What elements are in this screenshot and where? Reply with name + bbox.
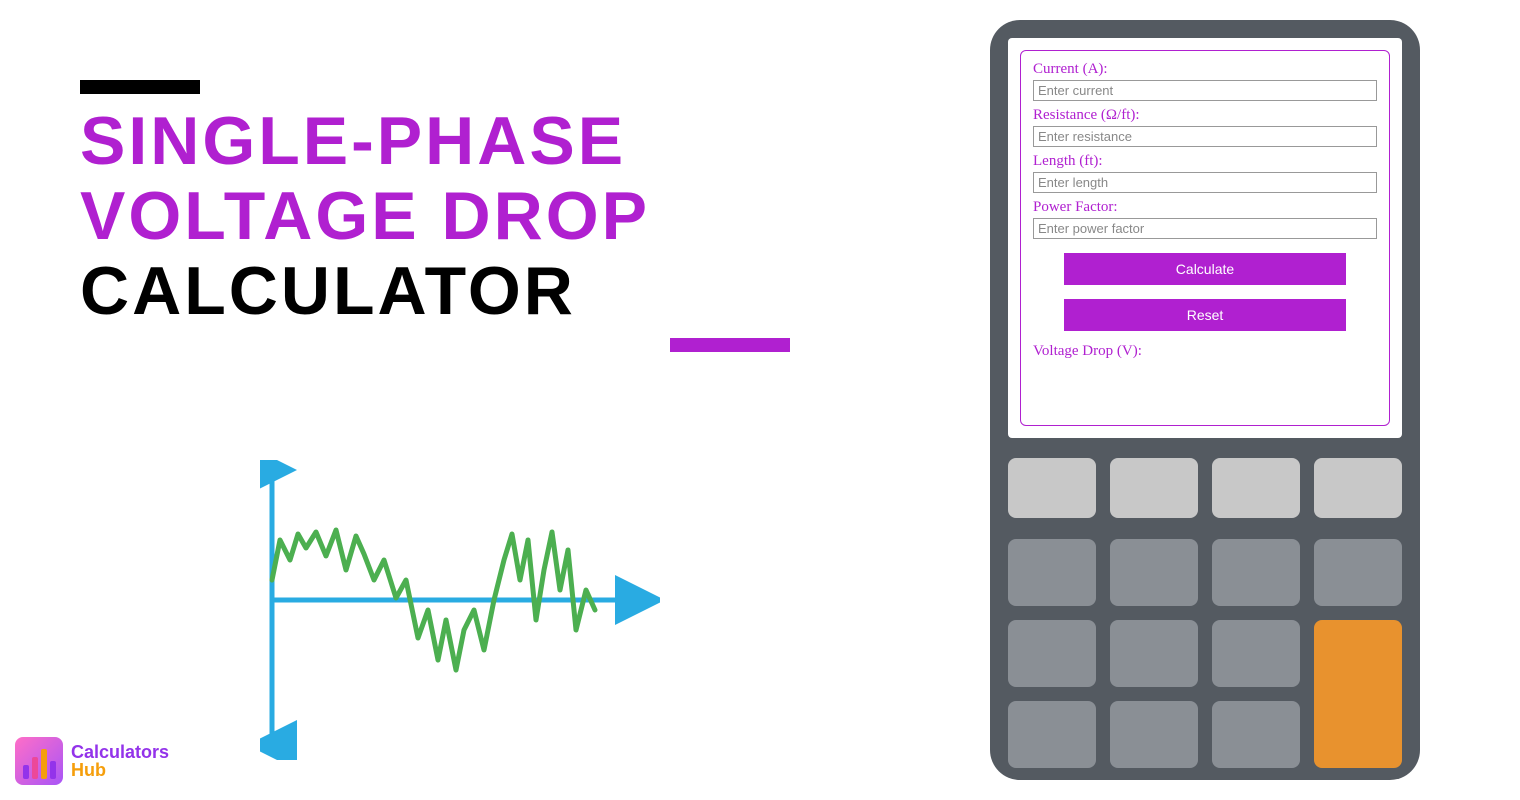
- title-line-1: Single-Phase: [80, 104, 930, 179]
- reset-button[interactable]: Reset: [1064, 299, 1346, 331]
- calculator-screen: Current (A): Resistance (Ω/ft): Length (…: [1008, 38, 1402, 438]
- power-factor-input[interactable]: [1033, 218, 1377, 239]
- keypad-key[interactable]: [1110, 701, 1198, 768]
- power-factor-label: Power Factor:: [1033, 199, 1377, 216]
- keypad: [1008, 458, 1402, 768]
- keypad-key[interactable]: [1008, 458, 1096, 518]
- length-input[interactable]: [1033, 172, 1377, 193]
- keypad-key[interactable]: [1110, 539, 1198, 606]
- logo-text-1: Calculators: [71, 743, 169, 761]
- length-label: Length (ft):: [1033, 153, 1377, 170]
- keypad-key[interactable]: [1008, 539, 1096, 606]
- result-label: Voltage Drop (V):: [1033, 343, 1377, 360]
- title-line-3: Calculator: [80, 254, 930, 329]
- title-section: Single-Phase Voltage Drop Calculator: [80, 80, 930, 352]
- logo: Calculators Hub: [15, 737, 169, 785]
- keypad-key[interactable]: [1110, 620, 1198, 687]
- calculator-form: Current (A): Resistance (Ω/ft): Length (…: [1020, 50, 1390, 426]
- keypad-key[interactable]: [1314, 539, 1402, 606]
- keypad-key[interactable]: [1008, 620, 1096, 687]
- logo-text: Calculators Hub: [71, 743, 169, 779]
- decorative-bar-top: [80, 80, 200, 94]
- logo-text-2: Hub: [71, 761, 169, 779]
- current-label: Current (A):: [1033, 61, 1377, 78]
- keypad-key[interactable]: [1110, 458, 1198, 518]
- keypad-key[interactable]: [1212, 539, 1300, 606]
- current-input[interactable]: [1033, 80, 1377, 101]
- keypad-key[interactable]: [1212, 620, 1300, 687]
- resistance-input[interactable]: [1033, 126, 1377, 147]
- resistance-label: Resistance (Ω/ft):: [1033, 107, 1377, 124]
- waveform-chart: [260, 460, 660, 760]
- calculator-device: Current (A): Resistance (Ω/ft): Length (…: [990, 20, 1420, 780]
- keypad-key[interactable]: [1008, 701, 1096, 768]
- title-line-2: Voltage Drop: [80, 179, 930, 254]
- keypad-equals-key[interactable]: [1314, 620, 1402, 768]
- keypad-key[interactable]: [1314, 458, 1402, 518]
- keypad-key[interactable]: [1212, 701, 1300, 768]
- calculate-button[interactable]: Calculate: [1064, 253, 1346, 285]
- logo-icon: [15, 737, 63, 785]
- keypad-key[interactable]: [1212, 458, 1300, 518]
- decorative-bar-bottom: [670, 338, 790, 352]
